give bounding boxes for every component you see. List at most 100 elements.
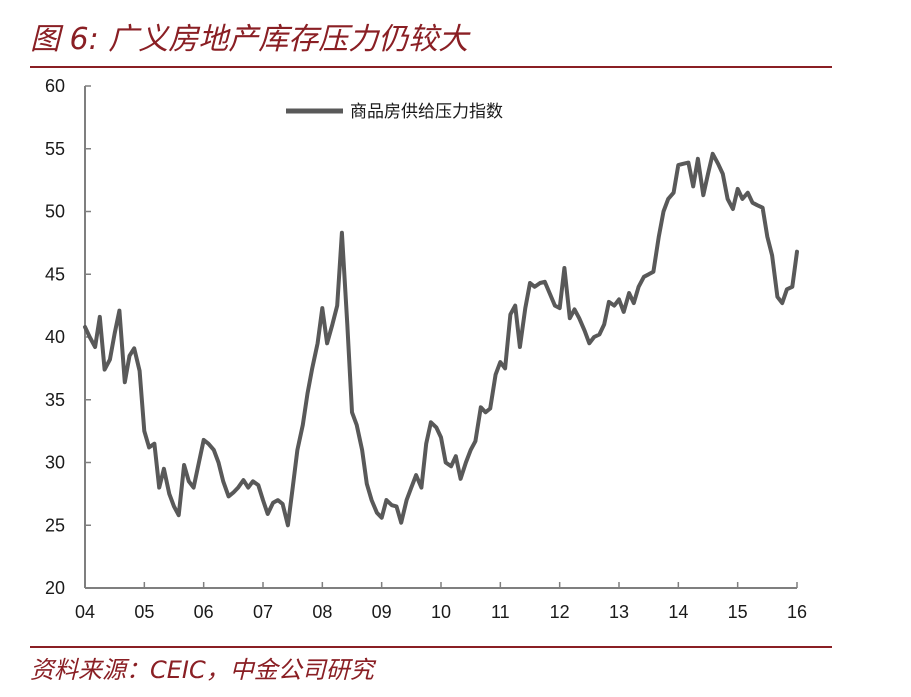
data-point <box>682 163 684 165</box>
data-point <box>420 487 422 489</box>
figure-title: 图 6: 广义房地产库存压力仍较大 <box>30 22 469 57</box>
data-point <box>84 326 86 328</box>
y-tick-label: 45 <box>45 264 65 284</box>
data-point <box>262 499 264 501</box>
x-tick-label: 09 <box>372 602 392 622</box>
title-rule <box>30 66 832 68</box>
data-point <box>648 273 650 275</box>
data-point <box>495 374 497 376</box>
data-point <box>504 367 506 369</box>
data-point <box>396 505 397 507</box>
data-point <box>588 342 590 344</box>
data-point <box>331 323 333 325</box>
x-tick-label: 05 <box>134 602 154 622</box>
data-point <box>321 307 323 309</box>
chart-axes <box>84 85 798 589</box>
data-point <box>148 446 150 448</box>
data-point <box>489 408 491 409</box>
data-point <box>326 342 328 344</box>
data-point <box>129 355 130 357</box>
data-point <box>311 367 313 369</box>
data-point <box>485 411 486 413</box>
data-point <box>667 198 669 200</box>
data-point <box>549 292 551 294</box>
data-point <box>796 251 798 253</box>
data-point <box>539 282 541 284</box>
data-point <box>623 311 625 313</box>
data-point <box>168 493 170 495</box>
data-point <box>203 439 205 441</box>
data-point <box>519 346 521 348</box>
x-tick-label: 13 <box>609 602 629 622</box>
data-point <box>346 323 348 325</box>
legend-label: 商品房供给压力指数 <box>350 102 503 122</box>
data-point <box>524 307 526 309</box>
data-point <box>336 305 338 307</box>
data-point <box>608 301 610 303</box>
data-point <box>786 288 788 290</box>
data-point <box>603 323 605 325</box>
data-point <box>741 198 743 200</box>
x-tick-label: 07 <box>253 602 273 622</box>
data-point <box>460 478 462 480</box>
data-point <box>366 483 368 485</box>
x-tick-label: 14 <box>668 602 688 622</box>
data-point <box>237 487 239 489</box>
y-tick-label: 40 <box>45 327 65 347</box>
data-point <box>692 185 694 187</box>
data-point <box>618 298 620 300</box>
data-point <box>173 505 175 507</box>
data-point <box>593 336 595 338</box>
data-point <box>242 479 244 481</box>
x-tick-label: 08 <box>312 602 332 622</box>
series-group <box>83 151 799 528</box>
data-point <box>752 202 753 204</box>
data-point <box>465 462 467 463</box>
data-point <box>687 162 689 164</box>
data-point <box>158 487 160 489</box>
data-point <box>756 204 758 206</box>
data-point <box>198 462 200 463</box>
data-point <box>371 499 373 501</box>
data-point <box>474 440 476 442</box>
data-point <box>94 346 96 348</box>
data-point <box>559 307 561 309</box>
data-point <box>563 267 565 269</box>
data-point <box>218 462 219 463</box>
data-point <box>425 443 427 445</box>
data-point <box>499 361 501 363</box>
x-tick-labels: 04 05 06 07 08 09 10 11 12 13 14 15 16 <box>75 602 807 622</box>
data-point <box>470 449 472 451</box>
data-point <box>717 163 719 165</box>
data-point <box>578 317 580 319</box>
data-point <box>445 462 447 463</box>
data-point <box>628 292 630 294</box>
source-rule <box>30 646 832 648</box>
data-point <box>99 316 101 318</box>
x-tick-label: 06 <box>194 602 214 622</box>
data-point <box>776 296 778 298</box>
data-point <box>385 499 387 501</box>
data-point <box>544 281 546 283</box>
data-point <box>178 514 180 516</box>
data-point <box>643 276 645 278</box>
data-point <box>455 455 457 457</box>
y-tick-label: 55 <box>45 139 65 159</box>
data-point <box>781 302 783 304</box>
data-point <box>732 208 734 210</box>
data-point <box>652 271 654 273</box>
data-point <box>133 347 135 349</box>
y-tick-label: 35 <box>45 390 65 410</box>
source-note: 资料来源：CEIC，中金公司研究 <box>30 656 374 684</box>
y-tick-label: 20 <box>45 578 65 598</box>
x-tick-label: 11 <box>491 602 510 622</box>
data-point <box>534 286 536 288</box>
data-point <box>747 192 749 194</box>
data-point <box>118 310 120 312</box>
data-point <box>658 236 660 238</box>
data-point <box>361 449 363 451</box>
data-point <box>287 524 289 526</box>
data-point <box>252 480 254 482</box>
data-point <box>638 286 640 288</box>
